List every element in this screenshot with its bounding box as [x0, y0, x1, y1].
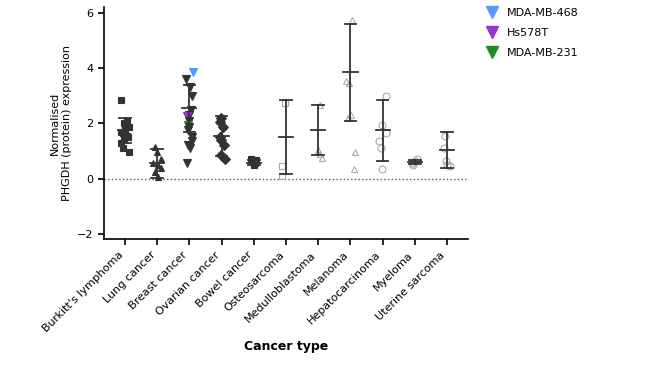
Legend: MDA-MB-468, Hs578T, MDA-MB-231: MDA-MB-468, Hs578T, MDA-MB-231 [481, 8, 578, 58]
X-axis label: Cancer type: Cancer type [244, 340, 328, 353]
Y-axis label: Normalised
PHGDH (protein) expression: Normalised PHGDH (protein) expression [50, 45, 72, 201]
